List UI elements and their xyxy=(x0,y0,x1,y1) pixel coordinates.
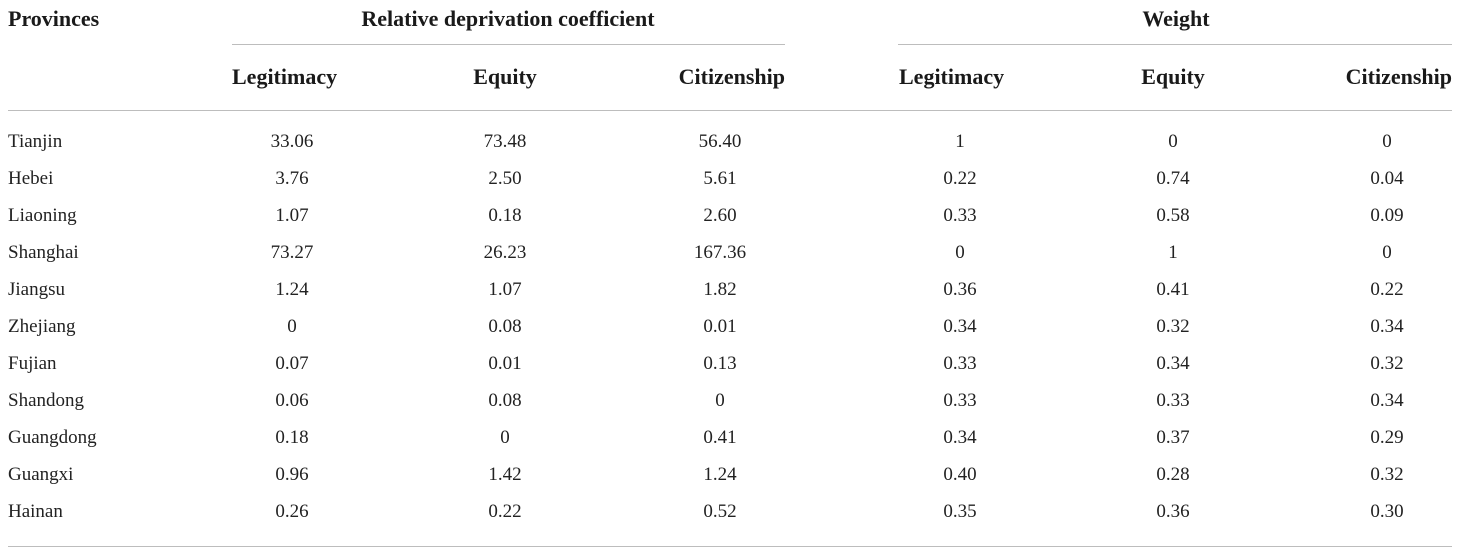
value-cell-rd-citizenship: 167.36 xyxy=(693,242,747,263)
province-cell: Guangxi xyxy=(8,464,74,485)
value-cell-w-citizenship: 0 xyxy=(1382,242,1392,263)
province-cell: Guangdong xyxy=(8,427,97,448)
value-cell-rd-citizenship: 56.40 xyxy=(698,131,742,152)
value-cell-w-legitimacy: 0.33 xyxy=(943,353,977,374)
value-cell-rd-citizenship: 0.41 xyxy=(703,427,737,448)
group-rule-relative-deprivation xyxy=(232,44,785,45)
value-cell-w-legitimacy: 1 xyxy=(955,131,965,152)
value-cell-w-citizenship: 0.32 xyxy=(1370,464,1404,485)
group-rule-weight xyxy=(898,44,1452,45)
province-cell: Fujian xyxy=(8,353,57,374)
value-cell-w-equity: 1 xyxy=(1168,242,1178,263)
value-cell-w-equity: 0.28 xyxy=(1156,464,1190,485)
province-cell: Tianjin xyxy=(8,131,63,152)
value-cell-rd-legitimacy: 0.07 xyxy=(275,353,309,374)
value-cell-w-legitimacy: 0.33 xyxy=(943,390,977,411)
province-cell: Hainan xyxy=(8,501,63,522)
value-cell-rd-legitimacy: 1.07 xyxy=(275,205,309,226)
value-cell-rd-citizenship: 2.60 xyxy=(703,205,737,226)
value-cell-w-legitimacy: 0.34 xyxy=(943,316,977,337)
value-cell-rd-equity: 0.22 xyxy=(488,501,522,522)
col-header-rd-equity: Equity xyxy=(473,64,537,89)
value-cell-w-legitimacy: 0.34 xyxy=(943,427,977,448)
value-cell-w-citizenship: 0.22 xyxy=(1370,279,1404,300)
value-cell-w-legitimacy: 0.40 xyxy=(943,464,977,485)
value-cell-w-equity: 0.33 xyxy=(1156,390,1190,411)
group-header-relative-deprivation: Relative deprivation coefficient xyxy=(361,6,655,31)
col-header-w-equity: Equity xyxy=(1141,64,1205,89)
value-cell-rd-legitimacy: 0.26 xyxy=(275,501,309,522)
province-cell: Hebei xyxy=(8,168,54,189)
value-cell-w-equity: 0.58 xyxy=(1156,205,1190,226)
value-cell-rd-citizenship: 1.24 xyxy=(703,464,737,485)
value-cell-rd-legitimacy: 33.06 xyxy=(270,131,314,152)
value-cell-rd-legitimacy: 0.06 xyxy=(275,390,309,411)
value-cell-rd-legitimacy: 0.18 xyxy=(275,427,309,448)
value-cell-w-equity: 0.41 xyxy=(1156,279,1190,300)
value-cell-rd-legitimacy: 1.24 xyxy=(275,279,309,300)
province-cell: Liaoning xyxy=(8,205,77,226)
value-cell-rd-citizenship: 0.01 xyxy=(703,316,737,337)
col-header-rd-citizenship: Citizenship xyxy=(678,64,785,89)
value-cell-rd-equity: 2.50 xyxy=(488,168,522,189)
col-header-w-legitimacy: Legitimacy xyxy=(899,64,1005,89)
value-cell-rd-equity: 0.18 xyxy=(488,205,522,226)
value-cell-rd-equity: 0 xyxy=(500,427,510,448)
value-cell-rd-legitimacy: 73.27 xyxy=(270,242,314,263)
value-cell-w-legitimacy: 0.35 xyxy=(943,501,977,522)
value-cell-w-equity: 0.36 xyxy=(1156,501,1190,522)
value-cell-w-equity: 0 xyxy=(1168,131,1178,152)
value-cell-rd-citizenship: 1.82 xyxy=(703,279,737,300)
value-cell-rd-legitimacy: 3.76 xyxy=(275,168,309,189)
value-cell-rd-citizenship: 5.61 xyxy=(703,168,737,189)
province-cell: Shandong xyxy=(8,390,84,411)
value-cell-rd-equity: 1.42 xyxy=(488,464,522,485)
provinces-header: Provinces xyxy=(8,6,100,31)
col-header-w-citizenship: Citizenship xyxy=(1345,64,1452,89)
value-cell-w-equity: 0.37 xyxy=(1156,427,1190,448)
value-cell-rd-equity: 26.23 xyxy=(483,242,527,263)
value-cell-w-citizenship: 0 xyxy=(1382,131,1392,152)
value-cell-w-equity: 0.74 xyxy=(1156,168,1190,189)
value-cell-rd-legitimacy: 0 xyxy=(287,316,297,337)
value-cell-w-citizenship: 0.04 xyxy=(1370,168,1404,189)
value-cell-rd-equity: 0.08 xyxy=(488,390,522,411)
value-cell-w-legitimacy: 0.22 xyxy=(943,168,977,189)
value-cell-rd-citizenship: 0.52 xyxy=(703,501,737,522)
value-cell-w-legitimacy: 0.36 xyxy=(943,279,977,300)
value-cell-w-citizenship: 0.30 xyxy=(1370,501,1404,522)
value-cell-rd-equity: 73.48 xyxy=(483,131,527,152)
header-rule xyxy=(8,110,1452,111)
value-cell-w-citizenship: 0.09 xyxy=(1370,205,1404,226)
province-cell: Zhejiang xyxy=(8,316,76,337)
province-cell: Shanghai xyxy=(8,242,79,263)
value-cell-rd-legitimacy: 0.96 xyxy=(275,464,309,485)
col-header-rd-legitimacy: Legitimacy xyxy=(232,64,338,89)
value-cell-w-equity: 0.34 xyxy=(1156,353,1190,374)
value-cell-rd-equity: 0.08 xyxy=(488,316,522,337)
value-cell-w-citizenship: 0.34 xyxy=(1370,316,1404,337)
group-header-weight: Weight xyxy=(1142,6,1210,31)
value-cell-w-equity: 0.32 xyxy=(1156,316,1190,337)
table-bottom-rule xyxy=(8,546,1452,547)
value-cell-rd-citizenship: 0.13 xyxy=(703,353,737,374)
value-cell-w-legitimacy: 0.33 xyxy=(943,205,977,226)
value-cell-rd-equity: 1.07 xyxy=(488,279,522,300)
value-cell-rd-citizenship: 0 xyxy=(715,390,725,411)
value-cell-w-legitimacy: 0 xyxy=(955,242,965,263)
value-cell-w-citizenship: 0.34 xyxy=(1370,390,1404,411)
value-cell-rd-equity: 0.01 xyxy=(488,353,522,374)
value-cell-w-citizenship: 0.29 xyxy=(1370,427,1404,448)
value-cell-w-citizenship: 0.32 xyxy=(1370,353,1404,374)
province-cell: Jiangsu xyxy=(8,279,65,300)
